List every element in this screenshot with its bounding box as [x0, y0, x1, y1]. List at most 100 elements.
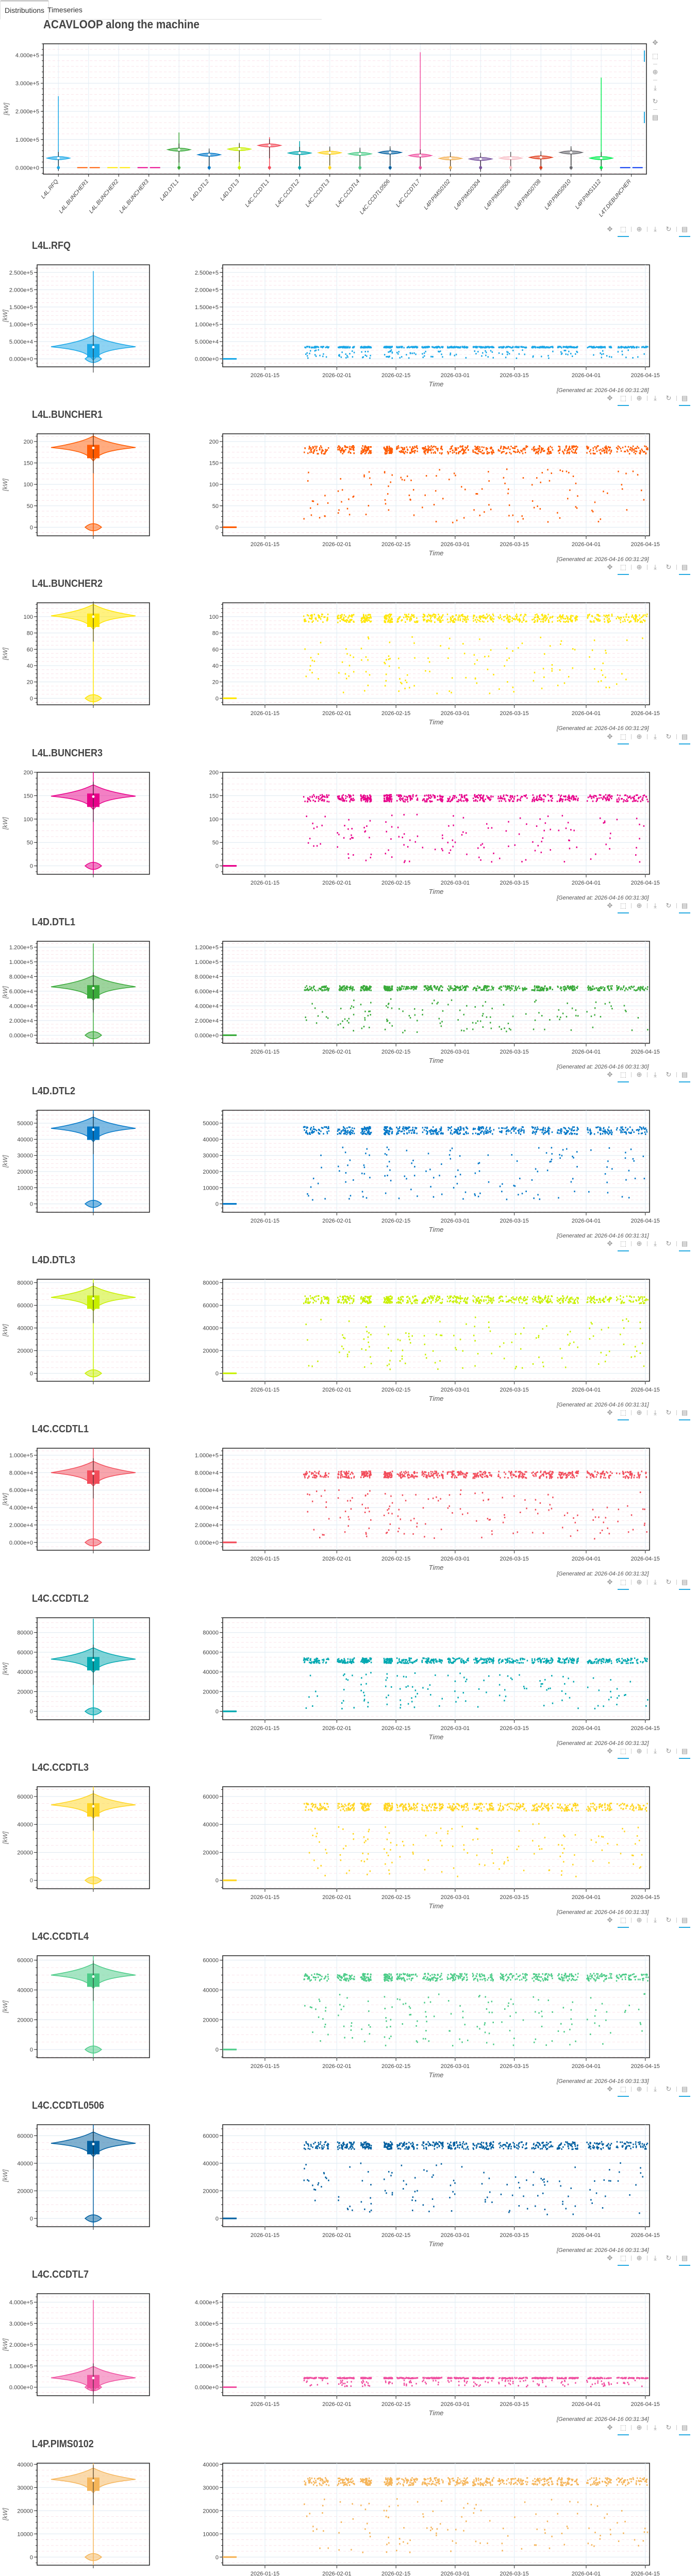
scatter-point: [620, 450, 622, 452]
tab-distributions[interactable]: Distributions: [0, 0, 49, 20]
scatter-point: [501, 800, 502, 802]
box-zoom-tool[interactable]: ⬚: [617, 900, 630, 913]
scatter-point: [533, 989, 534, 991]
scatter-point: [647, 448, 649, 450]
box-zoom-tool[interactable]: ⬚: [617, 224, 630, 237]
reset-tool[interactable]: ↻: [662, 900, 675, 911]
wheel-zoom-tool[interactable]: ⊕: [633, 562, 646, 573]
scatter-point: [571, 447, 573, 449]
wheel-zoom-tool[interactable]: ⊕: [633, 900, 646, 911]
scatter-point: [541, 472, 543, 474]
scatter-point: [595, 800, 597, 802]
scatter-point: [491, 351, 493, 353]
pan-tool[interactable]: ✥: [603, 393, 617, 404]
scatter-point: [321, 452, 323, 454]
scatter-point: [466, 1028, 468, 1030]
hover-tool[interactable]: ▤: [678, 731, 691, 744]
scatter-point: [398, 351, 400, 353]
scatter-point: [462, 620, 464, 622]
hover-tool[interactable]: ▤: [678, 900, 691, 913]
scatter-point: [499, 986, 501, 988]
save-tool[interactable]: ⤓: [650, 81, 661, 95]
save-tool[interactable]: ⤓: [649, 562, 662, 573]
scatter-point: [534, 446, 535, 448]
save-tool[interactable]: ⤓: [649, 393, 662, 404]
reset-tool[interactable]: ↻: [662, 731, 675, 742]
scatter-point: [574, 649, 576, 651]
scatter-point: [570, 352, 572, 354]
scatter-point: [454, 841, 456, 843]
box-zoom-tool[interactable]: ⬚: [617, 393, 630, 406]
scatter-point: [342, 794, 344, 796]
scatter-point: [390, 794, 392, 796]
scatter-point: [337, 490, 339, 492]
scatter-point: [327, 613, 329, 615]
scatter-point: [486, 451, 488, 453]
hover-tool[interactable]: ▤: [678, 393, 691, 406]
scatter-point: [405, 680, 406, 682]
wheel-zoom-tool[interactable]: ⊕: [633, 731, 646, 742]
scatter-point: [483, 801, 485, 802]
scatter-point: [498, 988, 500, 990]
scatter-point: [364, 797, 367, 799]
reset-tool[interactable]: ↻: [662, 562, 675, 573]
scatter-point: [642, 451, 644, 453]
scatter-point: [388, 658, 390, 660]
scatter-point: [562, 616, 563, 618]
wheel-zoom-tool[interactable]: ⊕: [633, 393, 646, 404]
pan-tool[interactable]: ✥: [603, 224, 617, 235]
scatter-point: [622, 447, 624, 449]
scatter-point: [319, 517, 321, 519]
scatter-point: [524, 347, 526, 349]
scatter-point: [427, 616, 428, 618]
scatter-point: [425, 475, 427, 477]
tab-timeseries[interactable]: Timeseries: [47, 6, 82, 14]
scatter-point: [309, 665, 311, 667]
box-zoom-tool[interactable]: ⬚: [617, 731, 630, 744]
wheel-zoom-tool[interactable]: ⊕: [633, 224, 646, 235]
scatter-point: [447, 347, 448, 349]
scatter-point: [452, 845, 454, 848]
section-toolbar: ✥ ⬚ ⊕ ⤓ ↻ ▤: [603, 224, 691, 237]
pan-tool[interactable]: ✥: [650, 36, 661, 49]
pan-tool[interactable]: ✥: [603, 562, 617, 573]
scatter-point: [307, 357, 309, 359]
scatter-point: [312, 346, 313, 348]
scatter-point: [313, 794, 314, 796]
scatter-point: [427, 447, 429, 449]
scatter-point: [596, 614, 599, 616]
scatter-point: [634, 800, 635, 802]
pan-tool[interactable]: ✥: [603, 900, 617, 911]
reset-tool[interactable]: ↻: [650, 95, 661, 108]
pan-tool[interactable]: ✥: [603, 731, 617, 742]
reset-tool[interactable]: ↻: [662, 393, 675, 404]
save-tool[interactable]: ⤓: [649, 900, 662, 911]
scatter-point: [406, 681, 408, 683]
scatter-point: [401, 683, 403, 685]
scatter-point: [514, 615, 517, 617]
scatter-point: [343, 451, 345, 453]
hover-tool[interactable]: ▤: [678, 224, 691, 237]
scatter-point: [503, 346, 505, 348]
scatter-point: [525, 446, 527, 448]
scatter-point: [351, 827, 353, 829]
reset-tool[interactable]: ↻: [662, 224, 675, 235]
scatter-point: [480, 794, 482, 796]
scatter-point: [476, 346, 478, 348]
hover-tool[interactable]: ▤: [678, 562, 691, 575]
save-tool[interactable]: ⤓: [649, 731, 662, 742]
scatter-point: [459, 989, 461, 991]
scatter-point: [482, 1005, 484, 1007]
scatter-point: [479, 448, 481, 450]
wheel-zoom-tool[interactable]: ⊕: [650, 65, 661, 79]
save-tool[interactable]: ⤓: [649, 224, 662, 235]
hover-tool[interactable]: ▤: [644, 111, 661, 124]
scatter-point: [368, 636, 369, 638]
scatter-point: [487, 827, 489, 829]
scatter-point: [633, 449, 635, 451]
scatter-point: [390, 619, 392, 621]
scatter-point: [636, 615, 638, 617]
box-zoom-tool[interactable]: ⬚: [644, 49, 661, 63]
box-zoom-tool[interactable]: ⬚: [617, 562, 630, 575]
